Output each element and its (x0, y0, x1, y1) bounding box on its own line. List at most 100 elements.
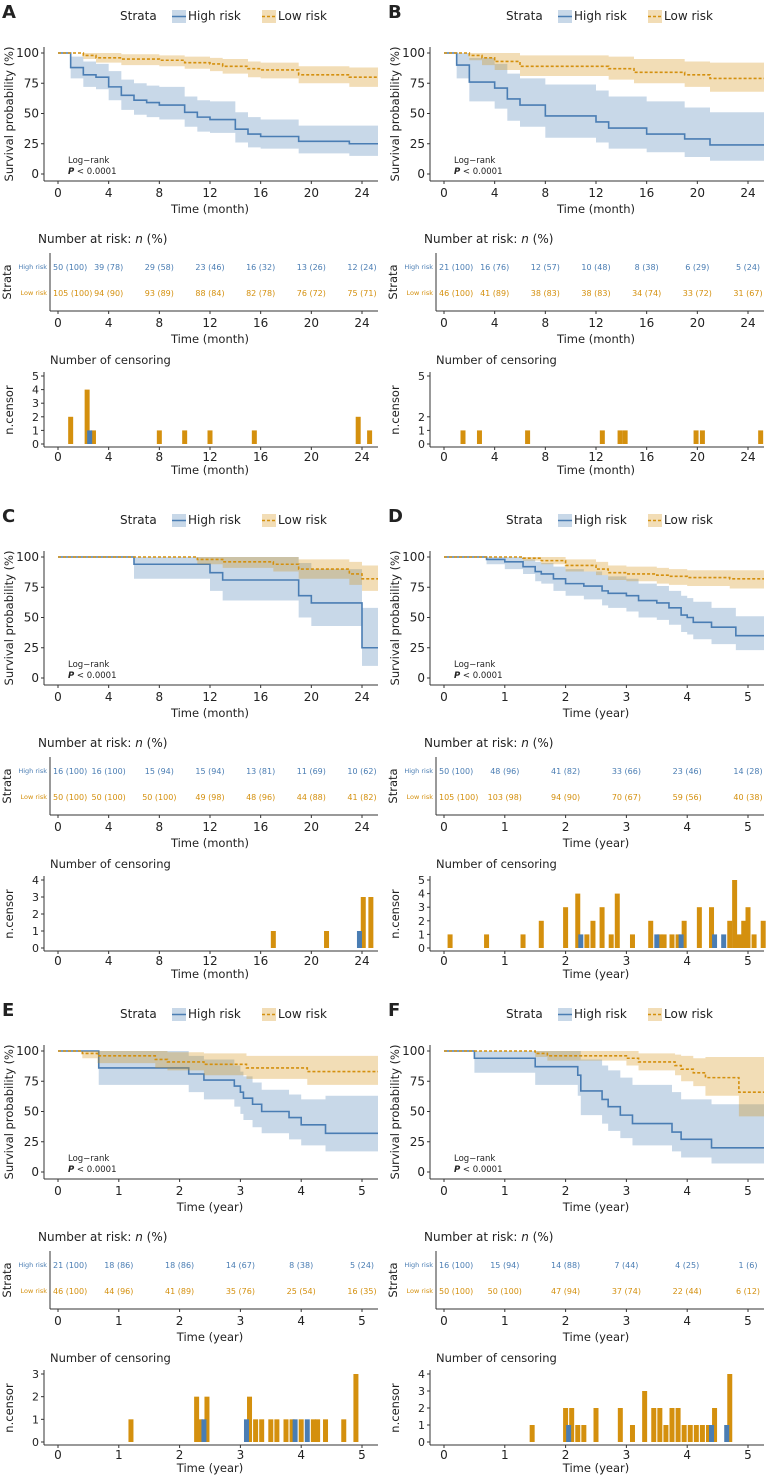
y-tick-label: 50 (24, 611, 39, 625)
censor-bar-low-risk (629, 934, 635, 948)
risk-cell: 49 (98) (195, 793, 224, 802)
censor-bar-low-risk (460, 430, 466, 444)
censor-x-tick-label: 0 (54, 954, 62, 968)
ci-band-low-risk (444, 1051, 764, 1117)
panel-label: F (388, 1000, 400, 1021)
risk-cell: 10 (48) (581, 263, 610, 272)
risk-table-title: Number at risk: n (%) (424, 1230, 553, 1244)
censor-x-tick-label: 24 (354, 450, 369, 464)
censoring-title: Number of censoring (436, 353, 557, 367)
censor-x-tick-label: 4 (683, 1448, 691, 1462)
censor-bar-low-risk (617, 1408, 623, 1442)
censoring-title: Number of censoring (436, 857, 557, 871)
censor-bar-low-risk (681, 920, 687, 948)
censor-y-tick-label: 4 (32, 874, 39, 887)
censor-bar-high-risk (566, 1425, 572, 1442)
risk-cell: 50 (100) (53, 263, 87, 272)
risk-x-tick-label: 8 (542, 316, 550, 330)
y-tick-label: 0 (31, 167, 39, 181)
censor-bar-low-risk (538, 920, 544, 948)
censor-bar-low-risk (590, 920, 596, 948)
risk-cell: 5 (24) (736, 263, 760, 272)
x-axis-label: Time (month) (170, 202, 249, 216)
censor-bar-high-risk (243, 1419, 249, 1442)
censor-y-axis-label: n.censor (2, 889, 16, 939)
panel-label: E (2, 1000, 14, 1021)
censor-bar-low-risk (520, 934, 526, 948)
y-tick-label: 0 (417, 671, 425, 685)
censor-bar-high-risk (356, 931, 362, 948)
censor-x-tick-label: 0 (440, 450, 448, 464)
legend-item: High risk (574, 513, 627, 527)
risk-cell: 34 (74) (632, 289, 661, 298)
censor-bar-low-risk (341, 1419, 347, 1442)
risk-x-axis-label: Time (month) (170, 836, 249, 850)
ci-band-low-risk (58, 557, 378, 591)
y-axis-label: Survival probability (%) (388, 47, 402, 182)
legend-item: High risk (574, 9, 627, 23)
km-plot: 0 25 50 75 100 0 4 8 12 16 20 24 Time (month) Surviva… (388, 46, 764, 216)
censor-bar-low-risk (270, 931, 276, 948)
risk-cell: 22 (44) (673, 1287, 702, 1296)
risk-cell: 50 (100) (488, 1287, 522, 1296)
risk-cell: 15 (94) (195, 767, 224, 776)
censor-x-tick-label: 2 (562, 1448, 570, 1462)
censor-bar-low-risk (259, 1419, 265, 1442)
censor-x-tick-label: 8 (156, 954, 164, 968)
x-tick-label: 20 (304, 690, 319, 704)
censor-bar-low-risk (251, 430, 257, 444)
censor-bar-low-risk (681, 1425, 687, 1442)
risk-cell: 94 (90) (94, 289, 123, 298)
risk-x-axis-label: Time (month) (170, 332, 249, 346)
censor-bar-low-risk (68, 416, 74, 444)
censor-bar-low-risk (207, 430, 213, 444)
risk-cell: 13 (26) (297, 263, 326, 272)
censor-bar-low-risk (525, 430, 531, 444)
censor-x-tick-label: 12 (588, 450, 603, 464)
risk-x-tick-label: 0 (440, 316, 448, 330)
panel-label: C (2, 506, 15, 527)
risk-row-label: Low risk (21, 289, 48, 297)
y-tick-label: 100 (16, 1044, 39, 1058)
risk-x-tick-label: 4 (683, 820, 691, 834)
risk-cell: 29 (58) (145, 263, 174, 272)
censor-x-axis-label: Time (month) (170, 967, 249, 981)
x-tick-label: 3 (237, 1184, 245, 1198)
risk-cell: 16 (100) (92, 767, 126, 776)
censor-bar-low-risk (563, 907, 569, 948)
censor-x-tick-label: 1 (115, 1448, 123, 1462)
p-value: P < 0.0001 (454, 1165, 503, 1175)
y-tick-label: 100 (402, 1044, 425, 1058)
censor-x-tick-label: 20 (304, 954, 319, 968)
risk-title-pct: (%) (143, 736, 168, 750)
risk-x-tick-label: 1 (501, 1314, 509, 1328)
censor-bar-low-risk (324, 931, 330, 948)
censor-x-tick-label: 4 (297, 1448, 305, 1462)
censor-x-tick-label: 16 (639, 450, 654, 464)
risk-cell: 12 (24) (347, 263, 376, 272)
risk-x-tick-label: 5 (358, 1314, 366, 1328)
risk-cell: 50 (100) (142, 793, 176, 802)
risk-title-text: Number at risk: (424, 736, 521, 750)
ci-band-high-risk (58, 53, 378, 156)
censor-y-tick-label: 5 (418, 874, 425, 887)
censor-bar-low-risk (289, 1419, 295, 1442)
risk-x-tick-label: 12 (202, 820, 217, 834)
censor-x-tick-label: 20 (304, 450, 319, 464)
risk-x-tick-label: 3 (237, 1314, 245, 1328)
risk-cell: 12 (57) (531, 263, 560, 272)
risk-x-tick-label: 16 (639, 316, 654, 330)
legend-title: Strata (506, 9, 543, 23)
risk-title-pct: (%) (529, 232, 554, 246)
x-tick-label: 20 (304, 186, 319, 200)
risk-x-tick-label: 24 (740, 316, 755, 330)
survival-curve-low-risk (444, 52, 764, 80)
p-value-text: < 0.0001 (460, 167, 502, 177)
ci-band-low-risk (58, 1051, 378, 1085)
y-tick-label: 75 (24, 580, 39, 594)
ci-band-high-risk (444, 557, 764, 651)
censor-bar-high-risk (678, 934, 684, 948)
x-tick-label: 24 (740, 186, 755, 200)
